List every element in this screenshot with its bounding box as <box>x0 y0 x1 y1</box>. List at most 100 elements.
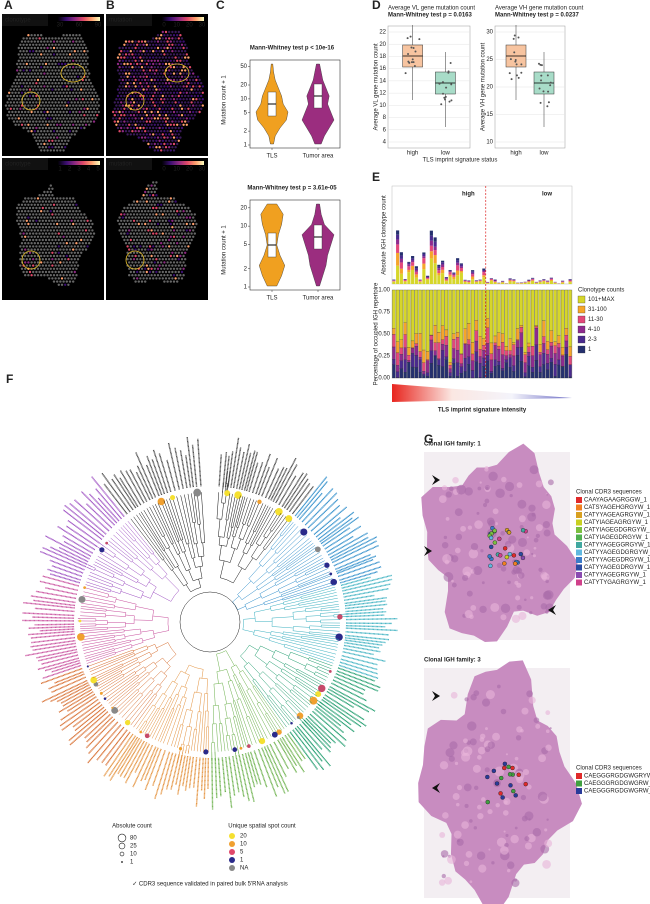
spot <box>52 123 56 127</box>
spot <box>128 274 131 277</box>
spot <box>166 110 169 114</box>
spot <box>161 126 164 130</box>
spot <box>184 258 187 261</box>
tissue-texture <box>454 547 461 554</box>
spot <box>57 50 60 53</box>
spot <box>36 91 40 95</box>
branch <box>84 587 97 592</box>
spot <box>25 200 28 203</box>
spot <box>128 130 131 133</box>
spot <box>171 219 174 222</box>
spot <box>63 69 67 72</box>
leaf-label <box>62 688 93 707</box>
spot <box>32 270 35 274</box>
spot <box>172 149 176 152</box>
spot <box>38 56 41 59</box>
spot <box>177 94 180 98</box>
spot <box>148 82 152 85</box>
spot <box>179 274 182 277</box>
spot-count <box>285 515 293 523</box>
branch <box>278 554 295 568</box>
branch <box>236 699 244 719</box>
bar-segment <box>399 360 404 369</box>
spot <box>25 82 28 85</box>
region-circle <box>125 250 145 270</box>
spot <box>32 43 35 46</box>
spot <box>73 107 77 111</box>
leaf-label <box>241 753 255 803</box>
branch <box>178 553 187 571</box>
bar-segment <box>500 333 505 343</box>
spot <box>142 133 145 136</box>
spot <box>38 62 41 66</box>
branch <box>108 680 137 704</box>
spot <box>156 254 160 258</box>
y-tick-label: 22 <box>379 30 386 36</box>
spot <box>150 72 153 75</box>
branch <box>191 493 195 514</box>
spot <box>155 50 158 53</box>
point <box>547 90 550 93</box>
spot <box>140 267 144 270</box>
bar-segment <box>456 262 460 266</box>
branch <box>242 619 244 630</box>
branch <box>275 571 289 581</box>
spot <box>68 34 72 37</box>
bar-segment <box>444 359 449 379</box>
bar-segment <box>399 273 403 284</box>
bar-segment <box>549 280 553 284</box>
branch <box>118 529 133 544</box>
spot <box>150 190 153 194</box>
spot <box>54 37 57 40</box>
spot <box>118 72 121 75</box>
branch <box>306 568 321 576</box>
spot <box>48 232 51 235</box>
branch <box>183 687 188 698</box>
spot <box>30 104 33 107</box>
bar-segment <box>455 332 460 338</box>
spot <box>150 130 153 133</box>
point <box>406 37 409 40</box>
spot <box>155 206 158 210</box>
spot <box>24 235 27 238</box>
spot <box>161 107 164 111</box>
branch <box>186 568 191 572</box>
spot <box>161 238 164 242</box>
spot <box>158 270 161 274</box>
tissue-texture <box>480 549 484 553</box>
spot <box>51 277 54 280</box>
leaf-label <box>345 624 386 628</box>
spot <box>169 91 172 95</box>
branch <box>308 659 327 668</box>
branch <box>171 706 184 747</box>
leaf-label <box>197 438 202 487</box>
spot <box>84 117 88 120</box>
spot <box>172 91 176 95</box>
spot <box>164 245 168 248</box>
branch <box>167 530 174 544</box>
spot <box>193 114 196 117</box>
leaf-label <box>87 721 119 755</box>
leaf-label <box>307 715 337 744</box>
branch <box>163 666 171 674</box>
spot <box>86 82 89 85</box>
branch <box>134 648 149 655</box>
branch <box>248 716 254 728</box>
spot <box>145 101 148 104</box>
bar-segment <box>564 289 569 329</box>
spot <box>80 88 83 91</box>
spot <box>123 69 126 72</box>
spot <box>142 245 145 248</box>
spot <box>60 213 64 216</box>
tissue-texture <box>528 504 536 512</box>
branch <box>152 615 169 618</box>
spot <box>132 82 136 85</box>
spot <box>139 126 142 130</box>
spot <box>169 59 172 62</box>
spot <box>20 72 24 75</box>
spot <box>182 235 185 238</box>
bar-segment <box>448 368 452 373</box>
spot <box>54 82 57 85</box>
spot <box>54 219 57 222</box>
spot <box>142 43 145 46</box>
